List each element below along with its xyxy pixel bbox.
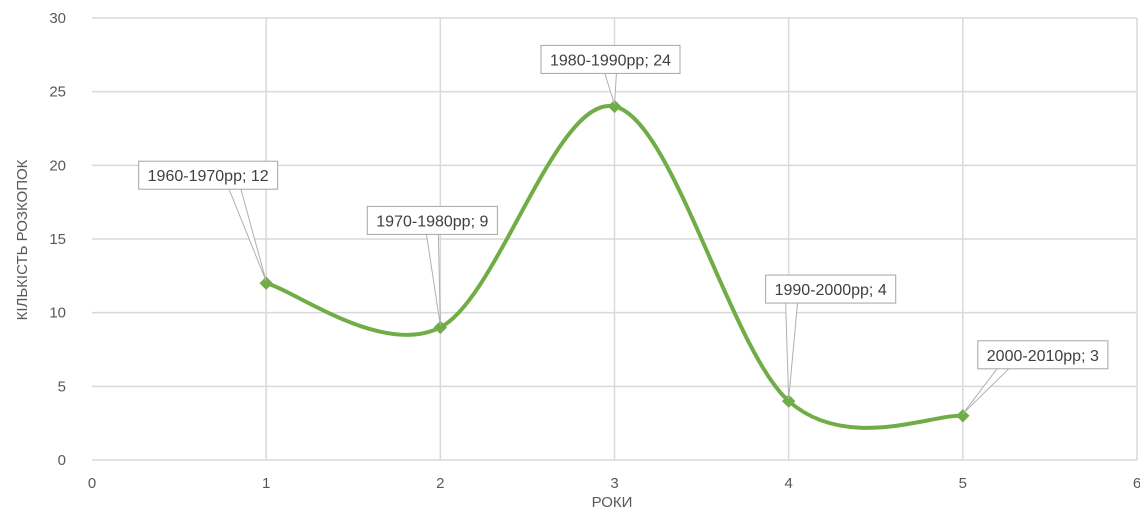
data-point-marker: [956, 409, 970, 423]
data-label-callout: 2000-2010рр; 3: [962, 340, 1109, 415]
label-leader: [603, 71, 618, 105]
x-tick-label: 4: [784, 475, 792, 492]
x-tick-label: 0: [88, 475, 96, 492]
data-label-callout: 1990-2000рр; 4: [765, 274, 897, 400]
data-label-callout: 1960-1970рр; 12: [138, 160, 279, 282]
label-leader: [425, 232, 441, 326]
label-leader: [227, 187, 267, 282]
y-tick-label: 20: [49, 157, 66, 174]
y-tick-label: 5: [58, 378, 66, 395]
x-axis-title: РОКИ: [592, 494, 633, 511]
data-label-box: [765, 274, 897, 304]
label-leader: [785, 301, 799, 400]
data-labels: 1960-1970рр; 12 1970-1980рр; 9 1980-1990рр…: [138, 44, 1109, 415]
y-tick-label: 15: [49, 231, 66, 248]
data-label-box: [540, 44, 681, 74]
data-point-marker: [433, 320, 448, 335]
x-tick-label: 1: [262, 475, 270, 492]
label-leader: [962, 367, 1012, 415]
x-tick-label: 6: [1133, 475, 1140, 492]
data-label-text: 1980-1990рр; 24: [550, 52, 671, 69]
x-tick-label: 2: [436, 475, 444, 492]
data-label-box: [138, 160, 279, 190]
data-label-text: 1990-2000рр; 4: [775, 282, 887, 299]
data-point-marker: [781, 394, 796, 408]
data-label-callout: 1980-1990рр; 24: [540, 44, 681, 105]
data-label-text: 1970-1980рр; 9: [376, 213, 488, 230]
y-axis-title: КІЛЬКІСТЬ РОЗКОПОК: [14, 159, 31, 320]
series-line: [259, 99, 970, 430]
tick-labels: 0 5 10 15 20 25 30 0 1 2 3 4 5 6: [49, 10, 1140, 492]
data-label-text: 2000-2010рр; 3: [987, 348, 1099, 365]
data-point-marker: [259, 276, 273, 290]
data-label-box: [366, 205, 498, 235]
y-tick-label: 0: [58, 452, 66, 469]
x-tick-label: 5: [959, 475, 967, 492]
y-tick-label: 25: [49, 84, 66, 101]
data-point-marker: [607, 99, 622, 114]
data-label-box: [977, 340, 1109, 370]
data-label-text: 1960-1970рр; 12: [148, 168, 269, 185]
y-tick-label: 30: [49, 10, 66, 27]
y-tick-label: 10: [49, 305, 66, 322]
x-tick-label: 3: [610, 475, 618, 492]
data-label-callout: 1970-1980рр; 9: [366, 205, 498, 326]
